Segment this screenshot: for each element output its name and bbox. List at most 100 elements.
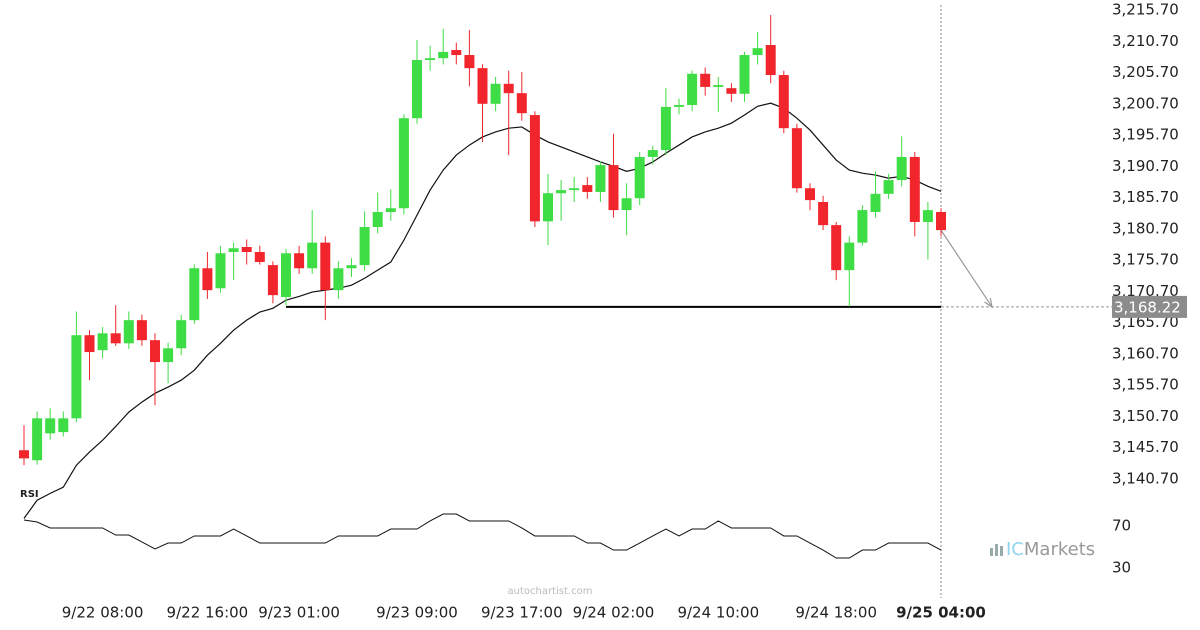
candle-body xyxy=(372,211,383,227)
candle-body xyxy=(687,73,698,106)
candle-body xyxy=(464,55,475,69)
y-tick-label: 3,205.70 xyxy=(1112,63,1179,81)
y-tick-label: 3,195.70 xyxy=(1112,126,1179,144)
x-tick-label: 9/24 18:00 xyxy=(795,604,877,622)
x-tick-label: 9/24 02:00 xyxy=(573,604,655,622)
rsi-title: RSI xyxy=(20,489,39,500)
candle-body xyxy=(241,247,252,253)
candle-body xyxy=(857,210,868,243)
candle-body xyxy=(110,333,121,344)
y-tick-label: 3,160.70 xyxy=(1112,344,1179,362)
candle-body xyxy=(97,333,108,351)
candle-body xyxy=(412,60,422,119)
candle-body xyxy=(176,320,187,349)
candle-body xyxy=(477,68,488,104)
candle-body xyxy=(831,225,842,271)
candle-body xyxy=(556,190,567,194)
candle-body xyxy=(84,335,95,353)
logo-prefix: IC xyxy=(1006,539,1024,560)
candle-body xyxy=(385,208,396,212)
candle-body xyxy=(136,320,147,341)
logo-bar xyxy=(990,548,993,556)
logo-bar xyxy=(1000,546,1003,556)
candle-body xyxy=(582,185,593,192)
candle-body xyxy=(870,193,881,212)
y-tick-label: 3,155.70 xyxy=(1112,376,1179,394)
x-tick-label: 9/23 09:00 xyxy=(376,604,458,622)
candle-body xyxy=(215,253,226,289)
y-tick-label: 3,145.70 xyxy=(1112,438,1179,456)
y-tick-label: 3,150.70 xyxy=(1112,407,1179,425)
candle-body xyxy=(896,156,907,181)
candle-body xyxy=(123,320,134,344)
y-tick-label: 3,180.70 xyxy=(1112,219,1179,237)
candle-body xyxy=(529,115,540,222)
level-label-box xyxy=(1112,295,1187,318)
candle-body xyxy=(543,193,553,222)
candle-body xyxy=(621,198,632,211)
candle-body xyxy=(713,85,724,87)
candle-body xyxy=(267,265,278,296)
candle-body xyxy=(726,88,737,94)
y-tick-label: 3,140.70 xyxy=(1112,470,1179,488)
y-tick-label: 3,190.70 xyxy=(1112,157,1179,175)
forecast-arrow xyxy=(940,229,993,308)
logo-bar xyxy=(995,544,998,556)
x-tick-label: 9/22 08:00 xyxy=(62,604,144,622)
watermark: autochartist.com xyxy=(508,586,593,597)
candle-body xyxy=(425,58,436,61)
candle-body xyxy=(438,51,449,59)
candle-body xyxy=(202,268,213,291)
candle-body xyxy=(805,188,815,201)
candle-body xyxy=(58,418,69,433)
candle-body xyxy=(818,201,829,226)
candle-body xyxy=(333,268,344,291)
candle-body xyxy=(778,75,789,129)
y-tick-label: 3,185.70 xyxy=(1112,188,1179,206)
candle-body xyxy=(45,418,56,434)
candle-body xyxy=(281,253,291,298)
candle-body xyxy=(516,93,527,114)
candle-body xyxy=(359,226,370,266)
candle-body xyxy=(883,180,894,194)
candle-body xyxy=(228,248,239,253)
candle-body xyxy=(922,210,933,222)
candle-body xyxy=(791,128,802,189)
rsi-line xyxy=(23,513,942,559)
candle-body xyxy=(608,165,619,211)
candle-body xyxy=(647,150,658,157)
y-tick-label: 3,200.70 xyxy=(1112,94,1179,112)
candle-body xyxy=(294,253,305,269)
level-label: 3,168.22 xyxy=(1114,298,1181,316)
rsi-tick-label: 70 xyxy=(1112,517,1131,535)
candle-body xyxy=(634,156,645,199)
x-tick-label: 9/24 10:00 xyxy=(677,604,759,622)
candle-body xyxy=(346,265,357,269)
y-tick-label: 3,170.70 xyxy=(1112,282,1179,300)
candle-body xyxy=(490,83,501,104)
candle-body xyxy=(32,418,43,461)
forecast-arrow-head xyxy=(984,297,993,309)
moving-average xyxy=(23,102,942,519)
candle-body xyxy=(398,118,409,209)
y-tick-label: 3,175.70 xyxy=(1112,251,1179,269)
x-tick-label: 9/23 01:00 xyxy=(258,604,340,622)
candle-body xyxy=(595,165,606,192)
candle-body xyxy=(150,340,160,363)
candle-body xyxy=(503,83,514,94)
candle-body xyxy=(163,348,174,363)
candle-body xyxy=(307,242,318,269)
candle-body xyxy=(674,105,684,107)
rsi-tick-label: 30 xyxy=(1112,559,1131,577)
logo-text: ICMarkets xyxy=(1006,539,1095,560)
y-tick-label: 3,215.70 xyxy=(1112,1,1179,19)
x-tick-label: 9/22 16:00 xyxy=(167,604,249,622)
logo-name: Markets xyxy=(1024,539,1095,560)
candle-body xyxy=(844,242,855,271)
candle-body xyxy=(739,55,750,94)
candle-body xyxy=(451,50,462,56)
x-tick-label: 9/23 17:00 xyxy=(481,604,563,622)
logo: ICMarkets xyxy=(990,539,1095,560)
candle-body xyxy=(752,48,763,56)
